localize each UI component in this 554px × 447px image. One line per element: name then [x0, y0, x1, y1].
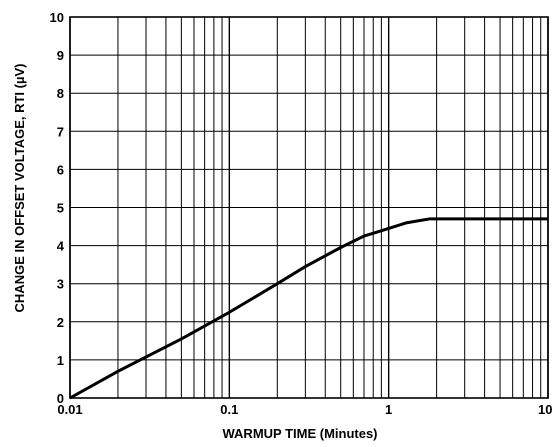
y-tick-labels: 0 1 2 3 4 5 6 7 8 9 10: [50, 10, 65, 406]
series-layer: [69, 217, 548, 400]
x-tick-label: 0.1: [220, 402, 238, 417]
y-axis-title: CHANGE IN OFFSET VOLTAGE, RTI (µV): [12, 64, 27, 313]
grid: [69, 16, 549, 399]
y-tick-label: 10: [50, 10, 64, 25]
y-tick-label: 1: [57, 353, 64, 368]
y-tick-label: 0: [57, 391, 64, 406]
y-tick-label: 2: [57, 315, 64, 330]
x-tick-label: 10: [538, 402, 552, 417]
plot-frame: [69, 16, 549, 399]
y-tick-label: 5: [57, 201, 64, 216]
plot-border: [69, 16, 549, 399]
y-tick-label: 6: [57, 162, 64, 177]
x-tick-label: 1: [385, 402, 392, 417]
y-tick-label: 9: [57, 48, 64, 63]
x-tick-label: 0.01: [57, 402, 82, 417]
y-tick-label: 4: [57, 239, 65, 254]
x-tick-labels: 0.01 0.1 1 10: [57, 402, 552, 417]
y-tick-label: 7: [57, 124, 64, 139]
x-axis-title: WARMUP TIME (Minutes): [222, 426, 377, 441]
y-tick-label: 8: [57, 86, 64, 101]
series-line-0: [69, 217, 548, 400]
y-tick-label: 3: [57, 277, 64, 292]
